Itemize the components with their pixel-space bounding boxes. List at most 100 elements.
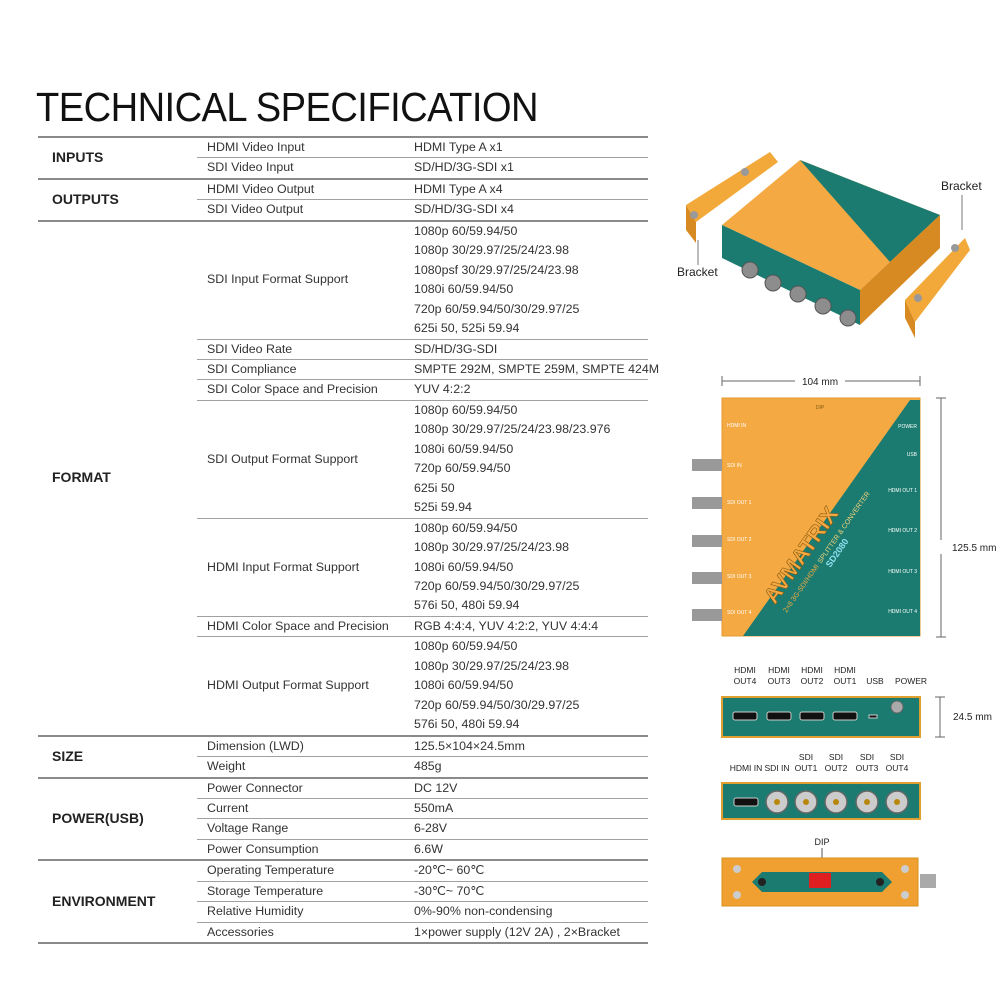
port-label: SDI OUT 2: [727, 537, 752, 543]
parameter-label: SDI Video Output: [197, 199, 409, 221]
left-bracket: [686, 152, 778, 222]
dip-switch: [809, 873, 831, 888]
port-label: OUT3: [768, 676, 791, 686]
spec-row: 525i 59.94: [38, 498, 648, 518]
parameter-value: -30℃~ 70℃: [409, 880, 648, 902]
parameter-value: 485g: [409, 756, 648, 778]
parameter-label: SDI Video Input: [197, 157, 409, 179]
spec-row: SDI Compliance SMPTE 292M, SMPTE 259M, SM…: [38, 358, 659, 380]
section-name: FORMAT: [38, 219, 197, 737]
port-label: HDMI: [834, 665, 856, 675]
spec-row: 625i 50: [38, 479, 648, 498]
port-label: OUT4: [886, 763, 909, 773]
spec-row: SDI Video Rate SD/HD/3G-SDI: [38, 338, 648, 360]
port-label: OUT3: [856, 763, 879, 773]
spec-row: 625i 50, 525i 59.94: [38, 319, 648, 339]
parameter-value: SD/HD/3G-SDI: [409, 338, 648, 360]
parameter-value: 1080i 60/59.94/50: [414, 678, 514, 693]
port-label: OUT1: [795, 763, 818, 773]
spec-row: 1080i 60/59.94/50: [38, 440, 648, 459]
right-bracket: [905, 238, 970, 322]
port-label: POWER: [898, 424, 917, 430]
port-label: SDI OUT 3: [727, 574, 752, 580]
parameter-label: HDMI Input Format Support: [197, 517, 409, 617]
port-label: HDMI OUT 2: [888, 528, 917, 534]
parameter-value: 720p 60/59.94/50/30/29.97/25: [414, 697, 580, 712]
port-label: HDMI: [801, 665, 823, 675]
parameter-value: 1080p 60/59.94/50: [409, 219, 648, 242]
port-label: SDI IN: [764, 763, 789, 773]
spec-row: Power Consumption 6.6W: [38, 838, 648, 861]
parameter-value: 625i 50, 525i 59.94: [414, 321, 520, 336]
section-name: SIZE: [38, 734, 197, 779]
parameter-value: YUV 4:2:2: [409, 379, 648, 401]
port-label: HDMI IN: [730, 763, 763, 773]
spec-row: POWER(USB) Power Connector DC 12V: [38, 776, 648, 862]
spec-row: 720p 60/59.94/50: [38, 459, 648, 478]
width-dimension: 104 mm: [802, 377, 838, 388]
port-label: HDMI OUT 1: [888, 488, 917, 494]
spec-row: 576i 50, 480i 59.94: [38, 715, 648, 735]
page-title: TECHNICAL SPECIFICATION: [36, 84, 539, 130]
parameter-value: 720p 60/59.94/50: [414, 461, 511, 476]
parameter-label: SDI Input Format Support: [197, 219, 409, 340]
parameter-value: 1×power supply (12V 2A) , 2×Bracket: [409, 921, 648, 945]
parameter-label: Power Consumption: [197, 838, 409, 861]
section-name: POWER(USB): [38, 776, 197, 862]
spec-row: 1080i 60/59.94/50: [38, 280, 648, 299]
section-name: INPUTS: [38, 136, 197, 180]
parameter-value: 1080p 30/29.97/25/24/23.98/23.976: [414, 422, 611, 437]
port-label: SDI: [890, 752, 904, 762]
spec-row: SDI Video Input SD/HD/3G-SDI x1: [38, 157, 648, 179]
parameter-label: Dimension (LWD): [197, 734, 409, 757]
parameter-value: 625i 50: [414, 480, 455, 495]
port-label: SDI: [860, 752, 874, 762]
spec-row: 1080i 60/59.94/50: [38, 558, 648, 577]
parameter-value: 576i 50, 480i 59.94: [414, 717, 520, 732]
product-photo: Bracket Bracket: [677, 152, 982, 338]
parameter-label: HDMI Output Format Support: [197, 636, 409, 736]
parameter-label: Accessories: [197, 921, 409, 945]
front-panel-diagram: HDMI IN SDI INSDIOUT1SDIOUT2SDIOUT3SDIOUT…: [721, 752, 921, 820]
parameter-value: 1080i 60/59.94/50: [414, 559, 514, 574]
parameter-label: HDMI Color Space and Precision: [197, 615, 409, 637]
parameter-value: 1080p 60/59.94/50: [409, 636, 648, 657]
parameter-value: SD/HD/3G-SDI x1: [409, 157, 648, 179]
spec-row: 1080p 30/29.97/25/24/23.98/23.976: [38, 420, 648, 439]
spec-row: SDI Color Space and Precision YUV 4:2:2: [38, 379, 648, 401]
spec-row: Accessories 1×power supply (12V 2A) , 2×B…: [38, 921, 648, 945]
port-label: SDI: [799, 752, 813, 762]
parameter-value: 1080p 30/29.97/25/24/23.98: [414, 243, 570, 258]
spec-row: HDMI Input Format Support 1080p 60/59.94/…: [38, 517, 648, 617]
parameter-value: 6-28V: [409, 818, 648, 840]
port-label: USB: [907, 452, 918, 458]
parameter-value: 0%-90% non-condensing: [409, 901, 648, 923]
spec-row: 720p 60/59.94/50/30/29.97/25: [38, 696, 648, 715]
spec-row: SIZE Dimension (LWD) 125.5×104×24.5mm: [38, 734, 648, 779]
port-label: POWER: [895, 676, 927, 686]
spec-row: Voltage Range 6-28V: [38, 818, 648, 840]
parameter-value: RGB 4:4:4, YUV 4:2:2, YUV 4:4:4: [409, 615, 648, 637]
spec-row: FORMAT SDI Input Format Support 1080p 60/5…: [38, 219, 648, 737]
parameter-label: SDI Output Format Support: [197, 399, 409, 519]
device-top: [722, 160, 940, 290]
spec-row: 1080psf 30/29.97/25/24/23.98: [38, 261, 648, 280]
parameter-value: 1080p 30/29.97/25/24/23.98: [414, 658, 570, 673]
parameter-value: 6.6W: [409, 838, 648, 861]
parameter-value: 720p 60/59.94/50/30/29.97/25: [414, 578, 580, 593]
parameter-label: Relative Humidity: [197, 901, 409, 923]
port-label: OUT2: [801, 676, 824, 686]
bottom-view-diagram: DIP: [721, 837, 936, 907]
parameter-value: 125.5×104×24.5mm: [409, 734, 648, 757]
parameter-label: Storage Temperature: [197, 880, 409, 902]
spec-row: ENVIRONMENT Operating Temperature -20℃~ 60…: [38, 859, 648, 945]
depth-dimension: 24.5 mm: [953, 712, 992, 723]
port-label: SDI OUT 4: [727, 610, 752, 616]
port-label: HDMI: [768, 665, 790, 675]
dip-callout: DIP: [814, 837, 829, 847]
parameter-value: 1080p 30/29.97/25/24/23.98: [414, 540, 570, 555]
spec-row: SDI Video Output SD/HD/3G-SDI x4: [38, 199, 648, 221]
port-label: HDMI IN: [727, 423, 747, 429]
